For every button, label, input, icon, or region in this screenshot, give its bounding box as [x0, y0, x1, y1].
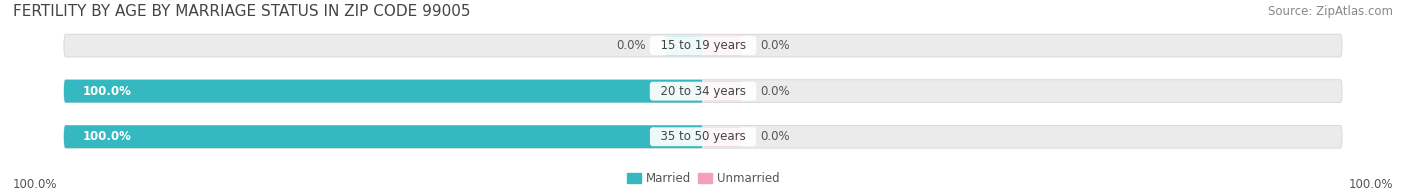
FancyBboxPatch shape	[63, 125, 1343, 148]
FancyBboxPatch shape	[63, 80, 703, 103]
Text: 0.0%: 0.0%	[616, 39, 645, 52]
FancyBboxPatch shape	[665, 36, 703, 55]
Text: 0.0%: 0.0%	[761, 39, 790, 52]
FancyBboxPatch shape	[703, 36, 741, 55]
Text: Source: ZipAtlas.com: Source: ZipAtlas.com	[1268, 5, 1393, 18]
Text: FERTILITY BY AGE BY MARRIAGE STATUS IN ZIP CODE 99005: FERTILITY BY AGE BY MARRIAGE STATUS IN Z…	[13, 4, 470, 19]
Text: 35 to 50 years: 35 to 50 years	[652, 130, 754, 143]
Text: 0.0%: 0.0%	[761, 130, 790, 143]
Text: 100.0%: 100.0%	[13, 178, 58, 191]
FancyBboxPatch shape	[63, 80, 1343, 103]
Legend: Married, Unmarried: Married, Unmarried	[621, 168, 785, 190]
Text: 0.0%: 0.0%	[761, 85, 790, 98]
Text: 100.0%: 100.0%	[83, 85, 132, 98]
FancyBboxPatch shape	[63, 34, 1343, 57]
FancyBboxPatch shape	[703, 82, 741, 101]
Text: 20 to 34 years: 20 to 34 years	[652, 85, 754, 98]
FancyBboxPatch shape	[703, 127, 741, 146]
FancyBboxPatch shape	[63, 125, 703, 148]
Text: 100.0%: 100.0%	[83, 130, 132, 143]
Text: 100.0%: 100.0%	[1348, 178, 1393, 191]
Text: 15 to 19 years: 15 to 19 years	[652, 39, 754, 52]
